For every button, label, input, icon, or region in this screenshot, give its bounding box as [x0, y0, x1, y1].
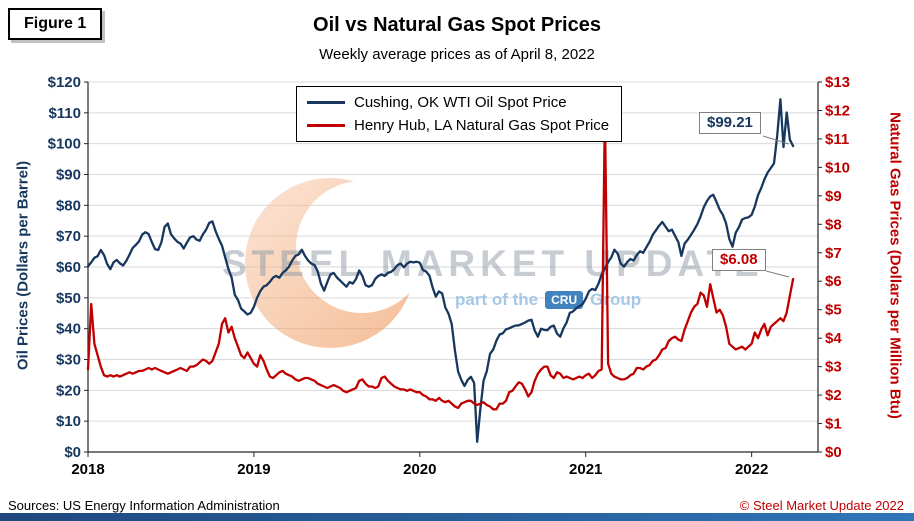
right-axis-tick-label: $3 [825, 359, 842, 376]
chart-title: Oil vs Natural Gas Spot Prices [313, 14, 601, 36]
left-axis-tick-label: $20 [56, 382, 81, 399]
right-axis-title: Natural Gas Prices (Dollars per Million … [886, 112, 904, 419]
left-axis-title: Oil Prices (Dollars per Barrel) [14, 160, 32, 371]
right-axis-tick-label: $2 [825, 387, 842, 404]
x-axis-tick-label: 2019 [237, 461, 270, 478]
left-axis-tick-label: $100 [48, 136, 81, 153]
gas-series-line [86, 109, 795, 411]
right-axis-tick-label: $6 [825, 273, 842, 290]
right-axis-tick-label: $9 [825, 188, 842, 205]
left-axis-tick-label: $120 [48, 74, 81, 91]
oil-line-swatch [307, 101, 345, 104]
right-axis-tick-label: $8 [825, 216, 842, 233]
left-axis-tick-label: $40 [56, 321, 81, 338]
legend-label-oil: Cushing, OK WTI Oil Spot Price [354, 94, 567, 111]
x-axis-tick-label: 2021 [569, 461, 602, 478]
legend-label-gas: Henry Hub, LA Natural Gas Spot Price [354, 117, 610, 134]
left-axis-tick-label: $70 [56, 228, 81, 245]
copyright-text: © Steel Market Update 2022 [739, 498, 904, 513]
legend: Cushing, OK WTI Oil Spot Price Henry Hub… [296, 86, 622, 142]
x-axis-tick-label: 2018 [71, 461, 104, 478]
gas-line-swatch [307, 124, 345, 127]
left-axis-tick-label: $60 [56, 259, 81, 276]
left-axis-tick-label: $0 [64, 444, 81, 461]
right-axis-tick-label: $11 [825, 131, 849, 148]
left-axis-tick-label: $80 [56, 197, 81, 214]
right-axis-tick-label: $5 [825, 302, 842, 319]
left-axis-tick-label: $30 [56, 352, 81, 369]
right-axis-tick-label: $0 [825, 444, 842, 461]
sources-text: Sources: US Energy Information Administr… [8, 498, 280, 513]
left-axis-tick-label: $10 [56, 413, 81, 430]
left-axis-tick-label: $110 [48, 105, 81, 122]
legend-item-oil: Cushing, OK WTI Oil Spot Price [307, 91, 611, 114]
oil-price-callout: $99.21 [699, 112, 761, 134]
bottom-bar [0, 513, 914, 521]
right-axis-tick-label: $1 [825, 416, 842, 433]
right-axis-tick-label: $4 [825, 330, 842, 347]
right-axis-tick-label: $10 [825, 159, 850, 176]
gas-callout-leader [765, 270, 790, 278]
right-axis-tick-label: $13 [825, 74, 850, 91]
oil-series-line [86, 98, 795, 443]
x-axis-tick-label: 2020 [403, 461, 436, 478]
right-axis-tick-label: $12 [825, 102, 850, 119]
x-axis-tick-label: 2022 [735, 461, 768, 478]
left-axis-tick-label: $90 [56, 167, 81, 184]
legend-item-gas: Henry Hub, LA Natural Gas Spot Price [307, 114, 611, 137]
right-axis-tick-label: $7 [825, 245, 842, 262]
left-axis-tick-label: $50 [56, 290, 81, 307]
figure-label: Figure 1 [8, 8, 103, 40]
chart-subtitle: Weekly average prices as of April 8, 202… [319, 46, 595, 63]
gas-price-callout: $6.08 [712, 249, 766, 271]
oil-callout-leader [762, 135, 790, 145]
